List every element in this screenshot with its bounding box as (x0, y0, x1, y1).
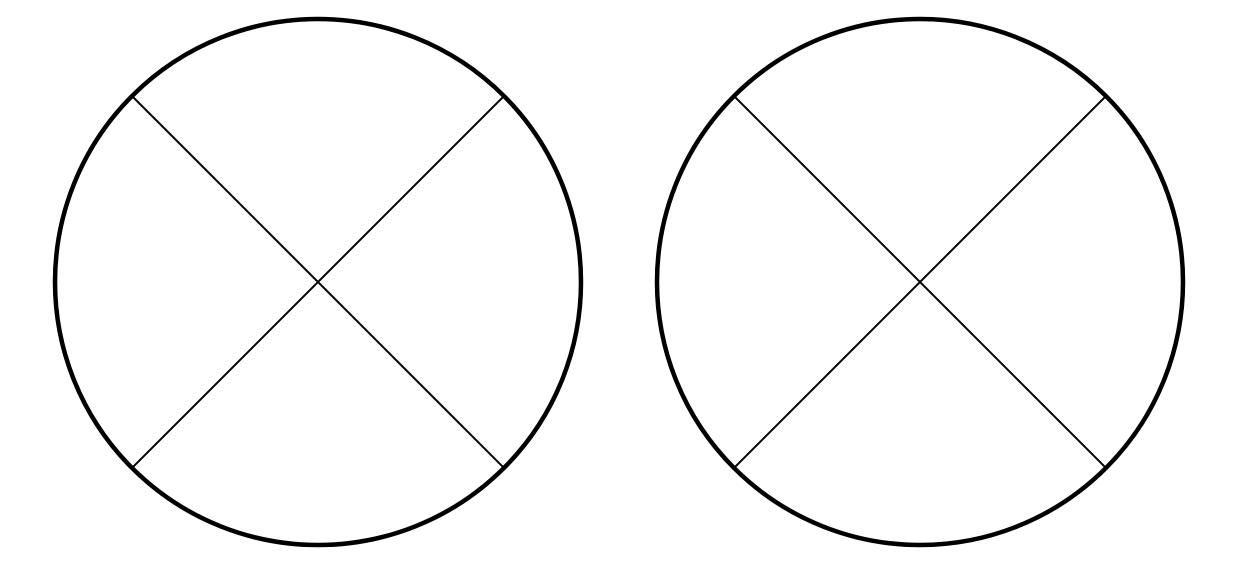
diagram-canvas (0, 0, 1240, 564)
crossed-circle (55, 19, 581, 545)
crossed-circle (657, 19, 1183, 545)
